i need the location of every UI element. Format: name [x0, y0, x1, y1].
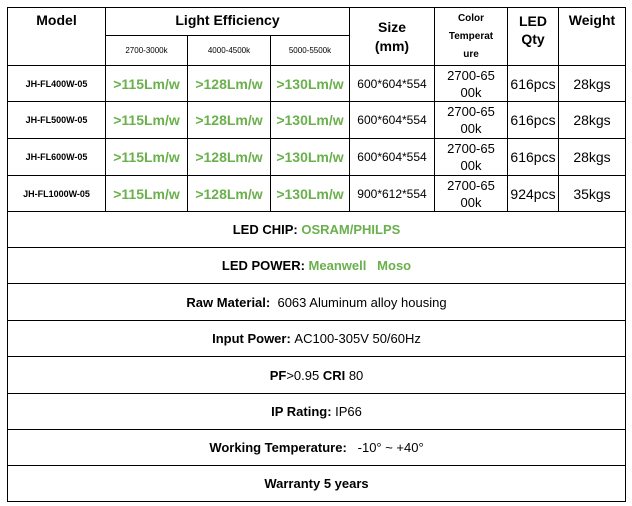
model-cell: JH-FL1000W-05	[7, 175, 106, 212]
size-cell: 900*612*554	[349, 175, 435, 212]
info-row-led-chip: LED CHIP: OSRAM/PHILPS	[7, 211, 626, 248]
input-power-cell: Input Power: AC100-305V 50/60Hz	[7, 320, 626, 357]
info-row-working-temperature: Working Temperature: -10° ~ +40°	[7, 429, 626, 466]
led-chip-label: LED CHIP:	[232, 222, 302, 237]
led-power-label: LED POWER:	[221, 258, 309, 273]
header-led-qty-line1: LED	[519, 13, 547, 29]
size-cell: 600*604*554	[349, 138, 435, 176]
color-temp-line2: 00k	[460, 84, 482, 100]
cri-label: CRI	[322, 367, 346, 383]
color-temp-cell: 2700-65 00k	[434, 101, 508, 139]
efficiency-cell: >130Lm/w	[270, 138, 350, 176]
led-chip-cell: LED CHIP: OSRAM/PHILPS	[7, 211, 626, 248]
led-power-value: Meanwell Moso	[308, 258, 412, 273]
cri-value: 80	[345, 367, 364, 383]
header-size: Size (mm)	[349, 7, 435, 66]
pf-cri-cell: PF>0.95 CRI 80	[7, 356, 626, 394]
led-qty-cell: 616pcs	[507, 101, 559, 139]
color-temp-line1: 2700-65	[447, 67, 495, 83]
color-temp-line2: 00k	[460, 194, 482, 210]
working-temp-cell: Working Temperature: -10° ~ +40°	[7, 429, 626, 466]
efficiency-cell: >128Lm/w	[187, 175, 271, 212]
model-cell: JH-FL500W-05	[7, 101, 106, 139]
pf-value: >0.95	[286, 367, 323, 383]
info-row-led-power: LED POWER: Meanwell Moso	[7, 247, 626, 284]
led-power-cell: LED POWER: Meanwell Moso	[7, 247, 626, 284]
weight-cell: 28kgs	[558, 65, 626, 102]
header-color-temperature: Color Temperat ure	[434, 7, 508, 66]
led-chip-value: OSRAM/PHILPS	[301, 222, 401, 237]
header-led-qty-line2: Qty	[521, 31, 545, 47]
led-qty-cell: 924pcs	[507, 175, 559, 212]
header-weight: Weight	[558, 7, 626, 66]
weight-cell: 28kgs	[558, 101, 626, 139]
efficiency-cell: >115Lm/w	[105, 175, 188, 212]
color-temp-cell: 2700-65 00k	[434, 65, 508, 102]
size-cell: 600*604*554	[349, 65, 435, 102]
working-temp-label: Working Temperature:	[209, 440, 347, 455]
model-cell: JH-FL400W-05	[7, 65, 106, 102]
header-light-efficiency: Light Efficiency	[105, 7, 350, 36]
efficiency-cell: >130Lm/w	[270, 65, 350, 102]
info-row-raw-material: Raw Material: 6063 Aluminum alloy housin…	[7, 283, 626, 321]
color-temp-line1: 2700-65	[447, 141, 495, 156]
working-temp-value: -10° ~ +40°	[346, 440, 424, 455]
efficiency-cell: >115Lm/w	[105, 101, 188, 139]
color-temp-line2: 00k	[460, 121, 482, 136]
size-cell: 600*604*554	[349, 101, 435, 139]
header-model: Model	[7, 7, 106, 66]
led-qty-cell: 616pcs	[507, 65, 559, 102]
model-cell: JH-FL600W-05	[7, 138, 106, 176]
table-row: JH-FL600W-05 >115Lm/w >128Lm/w >130Lm/w …	[7, 138, 626, 176]
efficiency-cell: >128Lm/w	[187, 138, 271, 176]
input-power-value: AC100-305V 50/60Hz	[294, 331, 421, 346]
raw-material-label: Raw Material:	[186, 294, 271, 310]
table-row: JH-FL500W-05 >115Lm/w >128Lm/w >130Lm/w …	[7, 101, 626, 139]
color-temp-cell: 2700-65 00k	[434, 138, 508, 176]
ip-rating-cell: IP Rating: IP66	[7, 393, 626, 430]
header-color-temp-line1: Color	[457, 12, 485, 24]
color-temp-line1: 2700-65	[447, 177, 495, 193]
color-temp-line2: 00k	[460, 158, 482, 173]
subheader-cct-2: 4000-4500k	[187, 35, 271, 66]
table-row: JH-FL1000W-05 >115Lm/w >128Lm/w >130Lm/w…	[7, 175, 626, 212]
efficiency-cell: >128Lm/w	[187, 65, 271, 102]
info-row-input-power: Input Power: AC100-305V 50/60Hz	[7, 320, 626, 357]
weight-cell: 28kgs	[558, 138, 626, 176]
weight-cell: 35kgs	[558, 175, 626, 212]
color-temp-line1: 2700-65	[447, 104, 495, 119]
pf-label: PF	[269, 367, 287, 383]
subheader-cct-3: 5000-5500k	[270, 35, 350, 66]
ip-rating-value: IP66	[335, 404, 362, 419]
efficiency-cell: >128Lm/w	[187, 101, 271, 139]
ip-rating-label: IP Rating:	[271, 404, 336, 419]
efficiency-cell: >130Lm/w	[270, 175, 350, 212]
info-row-ip-rating: IP Rating: IP66	[7, 393, 626, 430]
info-row-warranty: Warranty 5 years	[7, 465, 626, 502]
raw-material-cell: Raw Material: 6063 Aluminum alloy housin…	[7, 283, 626, 321]
efficiency-cell: >115Lm/w	[105, 138, 188, 176]
table-row: JH-FL400W-05 >115Lm/w >128Lm/w >130Lm/w …	[7, 65, 626, 102]
header-size-line1: Size	[377, 18, 406, 35]
spec-table: Model Light Efficiency Size (mm) Color T…	[7, 7, 626, 502]
efficiency-cell: >115Lm/w	[105, 65, 188, 102]
header-row: Model Light Efficiency Size (mm) Color T…	[7, 7, 626, 66]
header-color-temp-line3: ure	[463, 48, 479, 60]
header-color-temp-line2: Temperat	[448, 30, 494, 42]
color-temp-cell: 2700-65 00k	[434, 175, 508, 212]
efficiency-cell: >130Lm/w	[270, 101, 350, 139]
raw-material-value: 6063 Aluminum alloy housing	[270, 294, 447, 310]
subheader-cct-1: 2700-3000k	[105, 35, 188, 66]
header-led-qty: LED Qty	[507, 7, 559, 66]
warranty-cell: Warranty 5 years	[7, 465, 626, 502]
header-size-line2: (mm)	[374, 37, 410, 54]
input-power-label: Input Power:	[212, 331, 295, 346]
info-row-pf-cri: PF>0.95 CRI 80	[7, 356, 626, 394]
led-qty-cell: 616pcs	[507, 138, 559, 176]
